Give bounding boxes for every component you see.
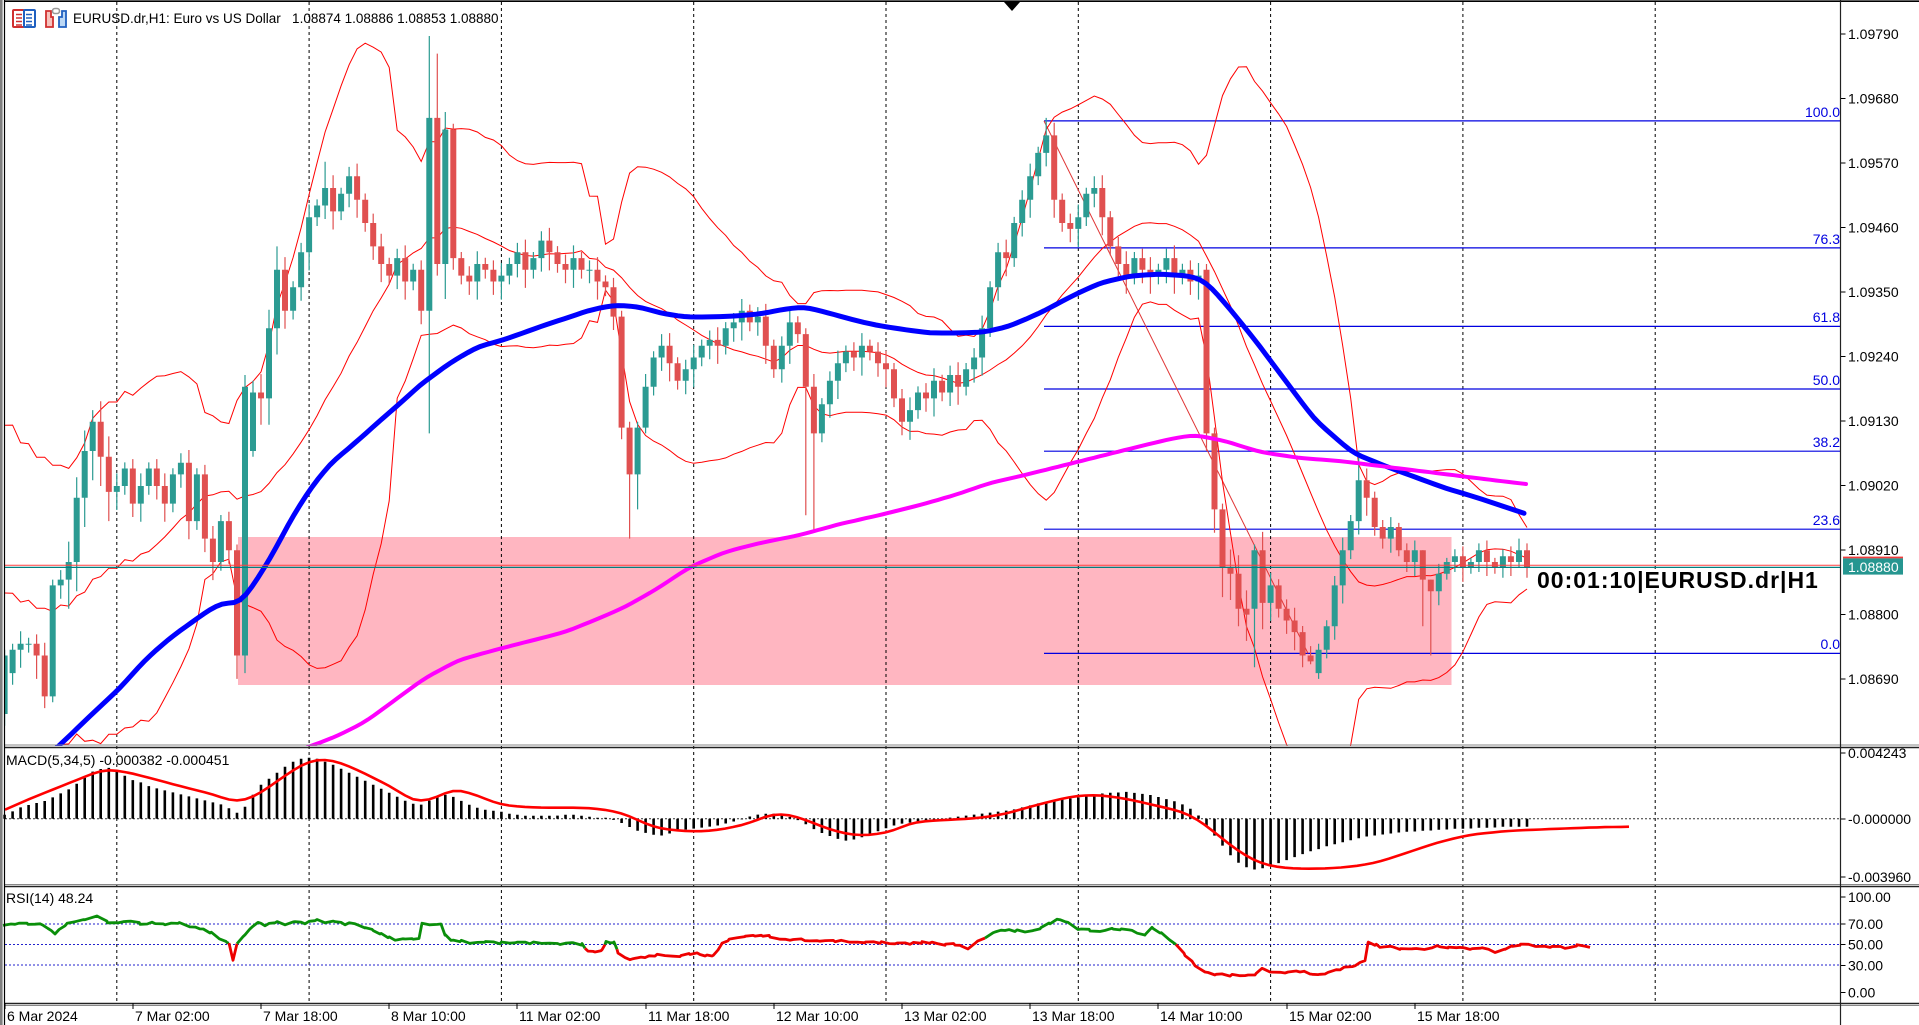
svg-text:6 Mar 2024: 6 Mar 2024: [7, 1008, 78, 1024]
svg-text:14 Mar 10:00: 14 Mar 10:00: [1160, 1008, 1243, 1024]
svg-text:1.09790: 1.09790: [1848, 26, 1899, 42]
svg-text:RSI(14) 48.24: RSI(14) 48.24: [6, 890, 93, 906]
svg-text:15 Mar 18:00: 15 Mar 18:00: [1417, 1008, 1500, 1024]
svg-text:11 Mar 02:00: 11 Mar 02:00: [519, 1008, 601, 1024]
svg-text:30.00: 30.00: [1848, 958, 1883, 974]
svg-text:7 Mar 18:00: 7 Mar 18:00: [263, 1008, 338, 1024]
svg-text:1.09130: 1.09130: [1848, 413, 1899, 429]
svg-text:1.09570: 1.09570: [1848, 155, 1899, 171]
svg-text:11 Mar 18:00: 11 Mar 18:00: [648, 1008, 730, 1024]
svg-text:-0.000000: -0.000000: [1848, 811, 1911, 827]
svg-text:7 Mar 02:00: 7 Mar 02:00: [135, 1008, 210, 1024]
svg-text:0.00: 0.00: [1848, 985, 1875, 1001]
svg-text:76.3: 76.3: [1813, 231, 1840, 247]
svg-text:EURUSD.dr,H1: Euro vs US Doll: EURUSD.dr,H1: Euro vs US Dollar 1.08874 …: [73, 11, 499, 26]
svg-text:0.004243: 0.004243: [1848, 745, 1907, 761]
svg-text:1.08880: 1.08880: [1848, 559, 1899, 575]
svg-text:1.09350: 1.09350: [1848, 284, 1899, 300]
svg-text:100.0: 100.0: [1805, 104, 1840, 120]
svg-text:13 Mar 18:00: 13 Mar 18:00: [1032, 1008, 1115, 1024]
svg-text:50.00: 50.00: [1848, 937, 1883, 953]
svg-text:38.2: 38.2: [1813, 434, 1840, 450]
svg-text:1.09240: 1.09240: [1848, 349, 1899, 365]
svg-text:1.09460: 1.09460: [1848, 220, 1899, 236]
svg-text:70.00: 70.00: [1848, 916, 1883, 932]
svg-text:8 Mar 10:00: 8 Mar 10:00: [391, 1008, 466, 1024]
svg-text:13 Mar 02:00: 13 Mar 02:00: [904, 1008, 987, 1024]
svg-text:1.09680: 1.09680: [1848, 91, 1899, 107]
svg-text:1.09020: 1.09020: [1848, 478, 1899, 494]
svg-text:00:01:10|EURUSD.dr|H1: 00:01:10|EURUSD.dr|H1: [1537, 567, 1819, 593]
svg-text:23.6: 23.6: [1813, 512, 1840, 528]
svg-text:15 Mar 02:00: 15 Mar 02:00: [1289, 1008, 1372, 1024]
svg-text:-0.003960: -0.003960: [1848, 869, 1911, 885]
svg-text:1.08690: 1.08690: [1848, 671, 1899, 687]
svg-text:1.08910: 1.08910: [1848, 542, 1899, 558]
svg-text:61.8: 61.8: [1813, 309, 1840, 325]
svg-text:12 Mar 10:00: 12 Mar 10:00: [776, 1008, 859, 1024]
svg-text:100.00: 100.00: [1848, 889, 1891, 905]
svg-text:50.0: 50.0: [1813, 372, 1840, 388]
svg-text:1.08800: 1.08800: [1848, 607, 1899, 623]
svg-text:MACD(5,34,5) -0.000382 -0.0004: MACD(5,34,5) -0.000382 -0.000451: [6, 752, 230, 768]
svg-text:0.0: 0.0: [1821, 636, 1841, 652]
